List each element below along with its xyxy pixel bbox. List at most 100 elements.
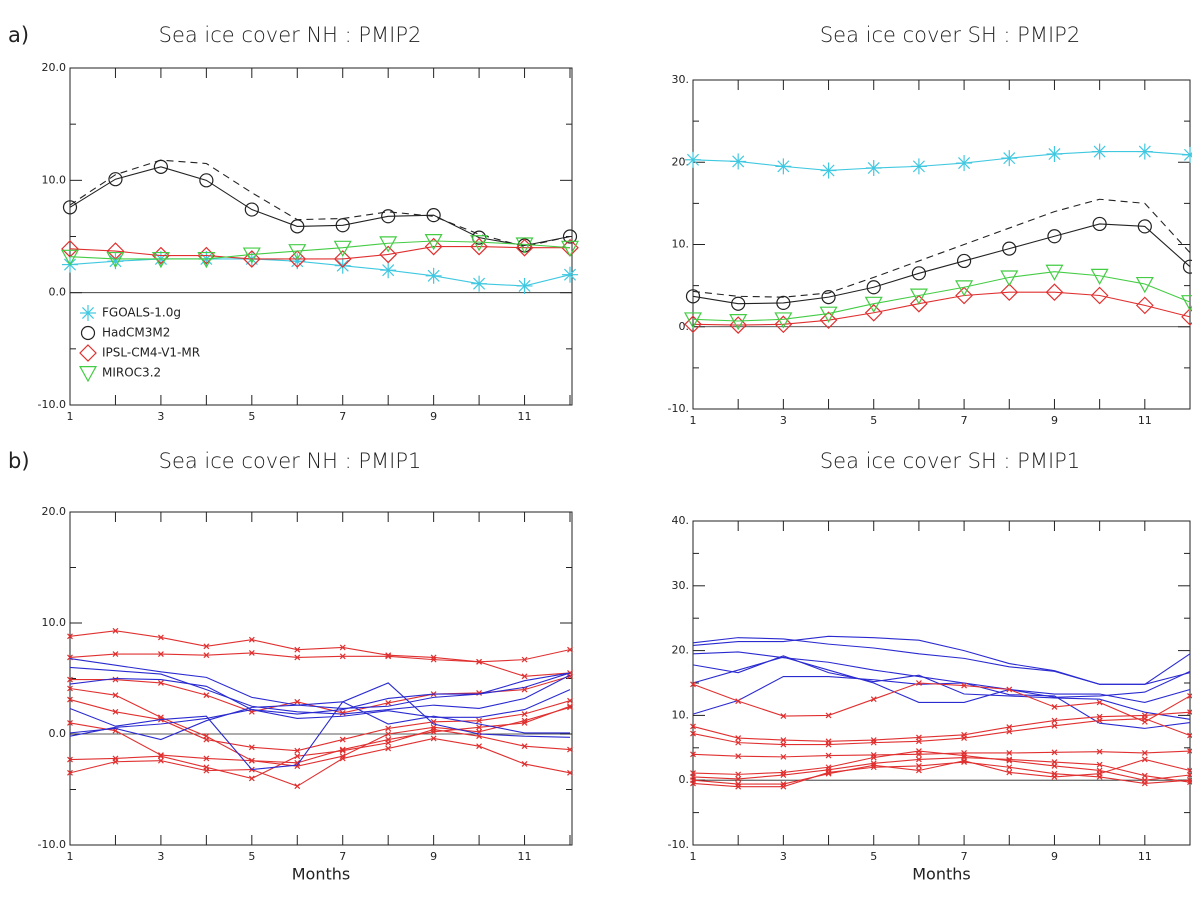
- chart-title: Sea ice cover SH : PMIP1: [820, 449, 1080, 473]
- marker-stroke: [203, 755, 210, 762]
- x-tick-label: 9: [430, 850, 437, 863]
- marker-shape: [1090, 286, 1109, 305]
- marker-shape: [60, 249, 80, 266]
- marker-stroke: [67, 685, 73, 692]
- marker: [735, 753, 742, 760]
- marker: [1051, 722, 1058, 729]
- x-tick-label: 11: [518, 850, 532, 863]
- marker: [684, 315, 702, 334]
- marker: [203, 643, 210, 650]
- marker-stroke: [294, 698, 301, 705]
- y-tick-label: 20.: [672, 644, 690, 657]
- marker-stroke: [476, 724, 483, 731]
- marker-stroke: [385, 653, 392, 660]
- marker-stroke: [521, 717, 528, 724]
- marker: [385, 725, 392, 732]
- marker-stroke: [690, 751, 696, 758]
- marker: [562, 229, 578, 244]
- marker-stroke: [339, 709, 346, 716]
- marker: [1051, 717, 1058, 724]
- marker: [774, 315, 793, 334]
- marker: [864, 303, 883, 322]
- marker-stroke: [1096, 699, 1103, 706]
- marker: [915, 738, 922, 745]
- marker-stroke: [157, 714, 164, 721]
- series-line: [69, 677, 571, 720]
- marker: [248, 744, 255, 751]
- marker-stroke: [780, 713, 787, 719]
- x-tick-label: 1: [690, 850, 697, 863]
- marker: [690, 681, 696, 688]
- marker-stroke: [690, 681, 696, 688]
- marker-stroke: [1006, 769, 1013, 776]
- marker-shape: [729, 313, 748, 331]
- marker-stroke: [67, 676, 73, 683]
- marker: [1092, 216, 1107, 232]
- marker: [1045, 264, 1064, 281]
- marker-shape: [866, 280, 881, 295]
- marker-stroke: [203, 643, 210, 650]
- marker-stroke: [1141, 756, 1148, 763]
- marker-stroke: [1096, 748, 1103, 755]
- marker-shape: [819, 306, 838, 323]
- marker-shape: [1137, 219, 1152, 234]
- marker-shape: [731, 296, 746, 311]
- marker: [956, 253, 972, 269]
- marker: [775, 158, 792, 175]
- series-line: [692, 198, 1191, 298]
- x-axis-label: Months: [912, 865, 970, 884]
- marker-shape: [426, 208, 441, 223]
- marker: [470, 235, 489, 252]
- marker-shape: [333, 240, 352, 257]
- marker: [910, 294, 928, 313]
- marker: [335, 218, 350, 233]
- marker-stroke: [476, 743, 483, 750]
- marker-stroke: [1006, 686, 1013, 693]
- series-line: [692, 761, 1191, 788]
- marker-stroke: [112, 708, 119, 715]
- marker: [290, 219, 305, 234]
- marker: [60, 249, 80, 266]
- marker: [866, 280, 881, 295]
- marker: [729, 316, 748, 334]
- marker-stroke: [912, 160, 925, 173]
- marker: [690, 751, 696, 758]
- marker: [430, 718, 437, 725]
- marker-stroke: [339, 736, 346, 743]
- marker-stroke: [385, 745, 392, 752]
- series-line: [692, 758, 1191, 785]
- series-line: [692, 656, 1191, 703]
- marker-stroke: [1006, 756, 1013, 763]
- marker-stroke: [1141, 772, 1148, 779]
- marker: [106, 251, 125, 269]
- marker: [864, 296, 883, 313]
- marker: [385, 699, 392, 706]
- marker: [339, 653, 346, 660]
- marker: [1006, 686, 1013, 693]
- marker: [424, 233, 443, 251]
- marker: [112, 708, 119, 715]
- marker-stroke: [735, 698, 742, 705]
- marker-shape: [821, 290, 836, 305]
- marker: [157, 651, 164, 658]
- series-line: [692, 682, 1191, 723]
- marker-shape: [955, 280, 974, 297]
- marker: [735, 739, 742, 746]
- marker: [425, 267, 442, 284]
- series-line: [692, 711, 1191, 742]
- marker: [1002, 241, 1017, 256]
- marker-shape: [242, 250, 261, 268]
- marker: [1090, 268, 1109, 285]
- legend-marker: [79, 344, 97, 362]
- marker-stroke: [961, 682, 968, 689]
- marker-stroke: [157, 753, 164, 760]
- marker: [1051, 749, 1058, 756]
- marker: [1141, 772, 1148, 779]
- x-tick-label: 5: [248, 410, 255, 423]
- marker: [294, 646, 301, 653]
- marker: [735, 783, 742, 790]
- marker-shape: [244, 202, 259, 217]
- marker: [821, 290, 836, 305]
- marker-shape: [381, 209, 396, 224]
